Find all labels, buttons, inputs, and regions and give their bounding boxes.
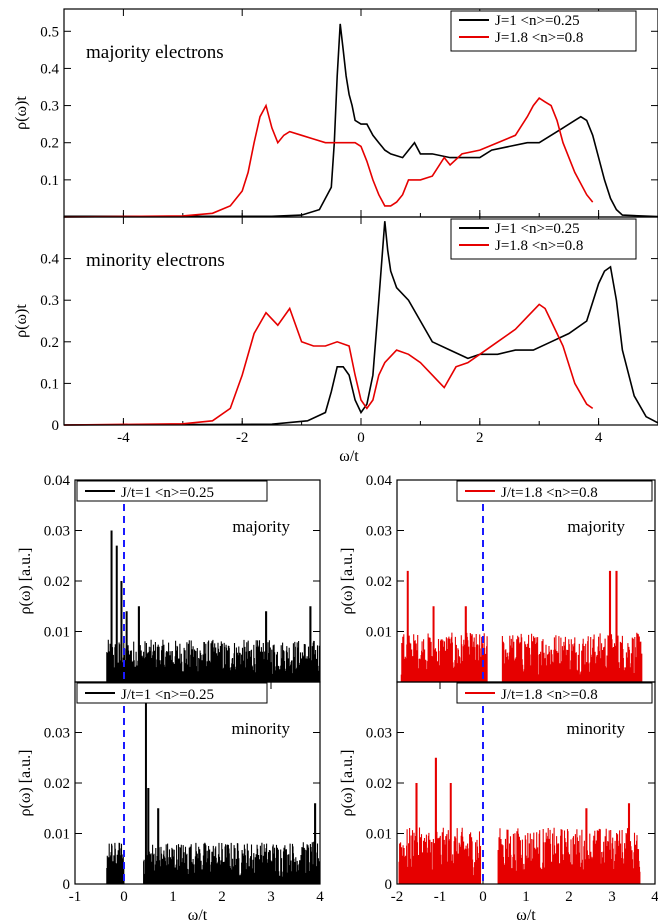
x-tick-label: 1	[522, 889, 530, 905]
x-axis-label: ω/t	[188, 907, 208, 924]
y-axis-label: ρ(ω) [a.u.]	[17, 548, 34, 615]
y-tick-label: 0.1	[40, 173, 59, 189]
panel-annotation: majority	[567, 517, 625, 536]
panel-0: 0.1 0.2 0.3 0.4 0.5 majority electrons ρ(ω)t J=…	[13, 8, 658, 218]
y-tick-label: 0.4	[40, 252, 59, 268]
y-tick-label: 0.4	[40, 61, 59, 77]
x-tick-label: 3	[608, 889, 616, 905]
series-line-0	[64, 23, 658, 218]
legend-label: J=1 <n>=0.25	[495, 13, 580, 29]
bars	[106, 702, 320, 884]
legend-label: J/t=1 <n>=0.25	[121, 687, 214, 703]
x-tick-label: 2	[565, 889, 573, 905]
x-tick-label: 0	[357, 430, 365, 446]
y-tick-label: 0.02	[366, 574, 392, 590]
legend-label: J/t=1.8 <n>=0.8	[501, 485, 598, 501]
x-tick-label: 0	[479, 889, 487, 905]
y-tick-label: 0.01	[44, 625, 70, 641]
y-tick-label: 0.04	[366, 473, 393, 489]
y-tick-label: 0.02	[44, 776, 70, 792]
x-tick-label: 0	[120, 889, 128, 905]
series-line-1	[63, 97, 594, 218]
panel-annotation: minority electrons	[86, 250, 225, 271]
y-tick-label: 0	[385, 877, 393, 893]
legend-label: J/t=1.8 <n>=0.8	[501, 687, 598, 703]
panel-5: 0 0.01 0.02 0.03 -2 -1 0 1 2 3 4 J/t=1.8 <n>=0.8 min…	[339, 681, 658, 924]
y-tick-label: 0.01	[44, 827, 70, 843]
y-tick-label: 0.2	[40, 335, 59, 351]
series-line-0	[63, 221, 658, 426]
panel-1: 0 0.1 0.2 0.3 0.4 -4 -2 0 2 4 minority electrons ρ(…	[13, 216, 658, 465]
panel-annotation: majority	[232, 517, 290, 536]
y-tick-label: 0.5	[40, 24, 59, 40]
y-tick-label: 0.02	[366, 776, 392, 792]
x-tick-label: -4	[117, 430, 130, 446]
plot-frame	[74, 681, 321, 885]
legend-label: J=1.8 <n>=0.8	[495, 238, 583, 254]
y-tick-label: 0	[52, 418, 60, 434]
x-tick-label: -1	[434, 889, 447, 905]
x-tick-label: 2	[218, 889, 226, 905]
legend-label: J=1.8 <n>=0.8	[495, 30, 583, 46]
legend-box	[76, 480, 268, 502]
y-tick-label: 0.2	[40, 136, 59, 152]
bars	[106, 530, 320, 682]
y-axis-label: ρ(ω) [a.u.]	[339, 548, 356, 615]
x-tick-label: 4	[595, 430, 603, 446]
y-tick-label: 0.01	[366, 625, 392, 641]
legend-label: J/t=1 <n>=0.25	[121, 485, 214, 501]
x-tick-label: 2	[476, 430, 484, 446]
spectral-bars	[106, 530, 320, 682]
series-line-1	[63, 303, 594, 426]
panel-annotation: majority electrons	[86, 42, 224, 63]
legend-box	[456, 682, 653, 704]
y-axis-label: ρ(ω)t	[13, 96, 30, 130]
y-tick-label: 0.04	[44, 473, 71, 489]
legend-box	[456, 480, 653, 502]
y-tick-label: 0.02	[44, 574, 70, 590]
y-tick-label: 0.03	[366, 726, 392, 742]
y-axis-label: ρ(ω)t	[13, 304, 30, 338]
plot-frame	[396, 681, 656, 885]
legend-box	[76, 682, 268, 704]
panel-2: 0.01 0.02 0.03 0.04 J/t=1 <n>=0.25 majority ρ(…	[17, 473, 321, 683]
y-axis-label: ρ(ω) [a.u.]	[339, 750, 356, 817]
x-tick-label: -2	[236, 430, 249, 446]
y-tick-label: 0.3	[40, 293, 59, 309]
y-tick-label: 0.03	[44, 524, 70, 540]
x-tick-label: -1	[69, 889, 82, 905]
spectral-bars	[400, 570, 643, 682]
y-tick-label: 0.1	[40, 376, 59, 392]
legend-label: J=1 <n>=0.25	[495, 221, 580, 237]
bars	[400, 570, 643, 682]
panel-annotation: minority	[231, 719, 290, 738]
spectral-bars	[106, 702, 320, 884]
panel-annotation: minority	[566, 719, 625, 738]
y-tick-label: 0.03	[366, 524, 392, 540]
x-axis-label: ω/t	[339, 448, 359, 465]
y-tick-label: 0.03	[44, 726, 70, 742]
x-tick-label: -2	[391, 889, 404, 905]
panel-4: 00.010.020.03-1 0 1 2 3 4J/t=1 <n>=0.25minori…	[17, 681, 324, 924]
x-tick-label: 1	[169, 889, 177, 905]
x-axis-label: ω/t	[516, 907, 536, 924]
y-tick-label: 0.01	[366, 827, 392, 843]
legend-box	[450, 10, 637, 52]
panel-3: 0.01 0.02 0.03 0.04 J/t=1.8 <n>=0.8 majority ρ…	[339, 473, 656, 683]
x-tick-label: 4	[651, 889, 658, 905]
x-tick-label: 3	[267, 889, 275, 905]
plot-frame	[63, 216, 658, 426]
spectral-bars	[398, 757, 641, 884]
legend-box	[450, 218, 637, 260]
y-tick-label: 0.3	[40, 99, 59, 115]
y-axis-label: ρ(ω) [a.u.]	[17, 750, 34, 817]
y-tick-label: 0	[63, 877, 71, 893]
x-tick-label: 4	[316, 889, 324, 905]
bars	[398, 757, 641, 884]
